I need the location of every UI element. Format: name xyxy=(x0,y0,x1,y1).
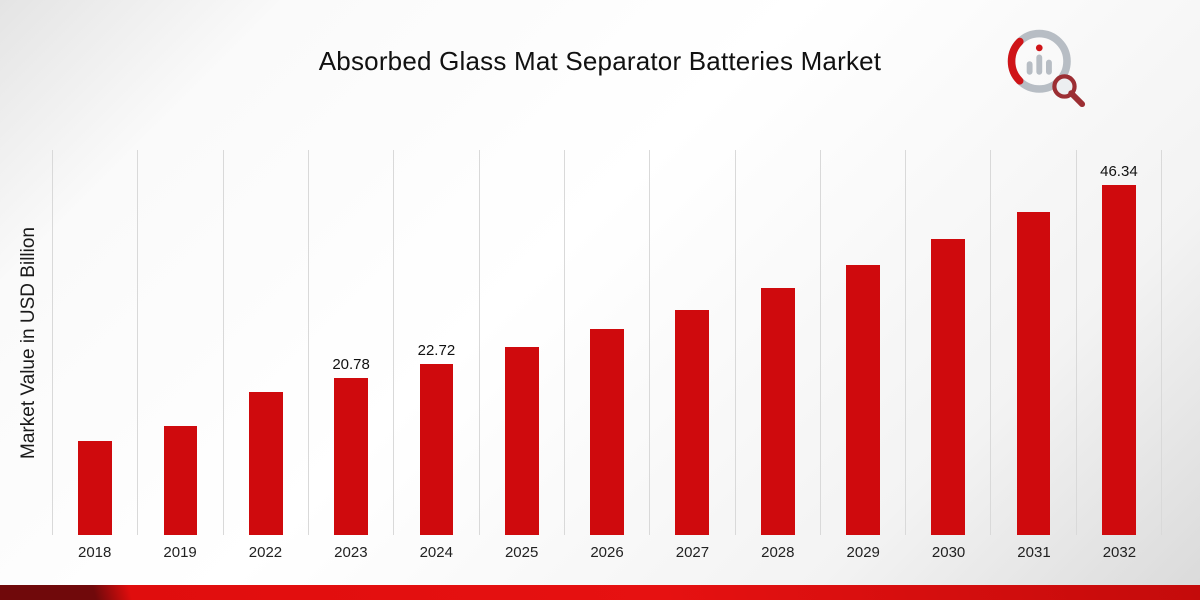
bar-slot-2025 xyxy=(478,150,564,535)
x-axis-tick-2026: 2026 xyxy=(590,544,624,561)
bar-slot-2031 xyxy=(990,150,1075,535)
bar-2024 xyxy=(419,363,454,535)
x-axis-tick-2029: 2029 xyxy=(846,544,880,561)
bar-2018 xyxy=(78,441,113,535)
bar-2030 xyxy=(931,239,966,535)
chart-title: Absorbed Glass Mat Separator Batteries M… xyxy=(318,46,882,76)
bar-2026 xyxy=(590,329,624,535)
bar-slot-2023: 20.78 xyxy=(307,150,393,535)
x-axis-tick-2018: 2018 xyxy=(78,544,112,561)
bar-slot-2022 xyxy=(222,150,308,535)
bar-value-label-2024: 22.72 xyxy=(417,341,456,359)
bar-slot-2029 xyxy=(819,150,905,535)
bar-2025 xyxy=(504,346,539,535)
x-axis: 2018 2019 2022 2023 2024 2025 2026 2027 2028 2029… xyxy=(52,535,1162,569)
x-axis-tick-2032: 2032 xyxy=(1102,544,1137,561)
x-axis-tick-2025: 2025 xyxy=(504,544,539,561)
x-axis-tick-2028: 2028 xyxy=(761,544,795,561)
y-axis-label: Market Value in USD Billion xyxy=(18,226,39,459)
bar-slot-2018 xyxy=(52,150,137,535)
chart-area: Market Value in USD Billion 20.78 22.72 46… xyxy=(0,150,1200,569)
bar-slot-2030 xyxy=(905,150,990,535)
bar-chart: 20.78 22.72 46.34 2018 2019 2022 2023 2024 2025… xyxy=(52,150,1163,569)
footer-stripe xyxy=(0,585,1200,600)
y-axis-label-wrap: Market Value in USD Billion xyxy=(6,150,52,535)
bar-2022 xyxy=(248,391,283,535)
bar-slot-2024: 22.72 xyxy=(393,150,478,535)
bar-slot-2032: 46.34 xyxy=(1075,150,1163,535)
bar-2023 xyxy=(334,378,368,535)
x-axis-tick-2022: 2022 xyxy=(248,544,283,561)
x-axis-tick-2031: 2031 xyxy=(1017,544,1051,561)
x-axis-tick-2024: 2024 xyxy=(419,544,453,561)
x-axis-tick-2027: 2027 xyxy=(675,544,710,561)
bar-slot-2026 xyxy=(563,150,649,535)
x-axis-tick-2023: 2023 xyxy=(334,544,368,561)
bar-2019 xyxy=(163,425,198,535)
bar-2032 xyxy=(1102,185,1136,535)
plot-area: 20.78 22.72 46.34 xyxy=(52,150,1163,535)
bar-slot-2019 xyxy=(137,150,222,535)
x-axis-tick-2030: 2030 xyxy=(931,544,966,561)
bar-2029 xyxy=(846,265,880,535)
market-research-future-logo-icon xyxy=(1007,29,1086,108)
bar-slot-2027 xyxy=(649,150,734,535)
x-axis-tick-2019: 2019 xyxy=(163,544,197,561)
bar-slot-2028 xyxy=(734,150,820,535)
bar-2031 xyxy=(1016,211,1051,535)
bar-2028 xyxy=(760,288,795,535)
bar-value-label-2032: 46.34 xyxy=(1100,163,1138,181)
bar-2027 xyxy=(675,309,710,535)
bar-value-label-2023: 20.78 xyxy=(332,356,370,374)
header: Absorbed Glass Mat Separator Batteries M… xyxy=(0,0,1200,150)
